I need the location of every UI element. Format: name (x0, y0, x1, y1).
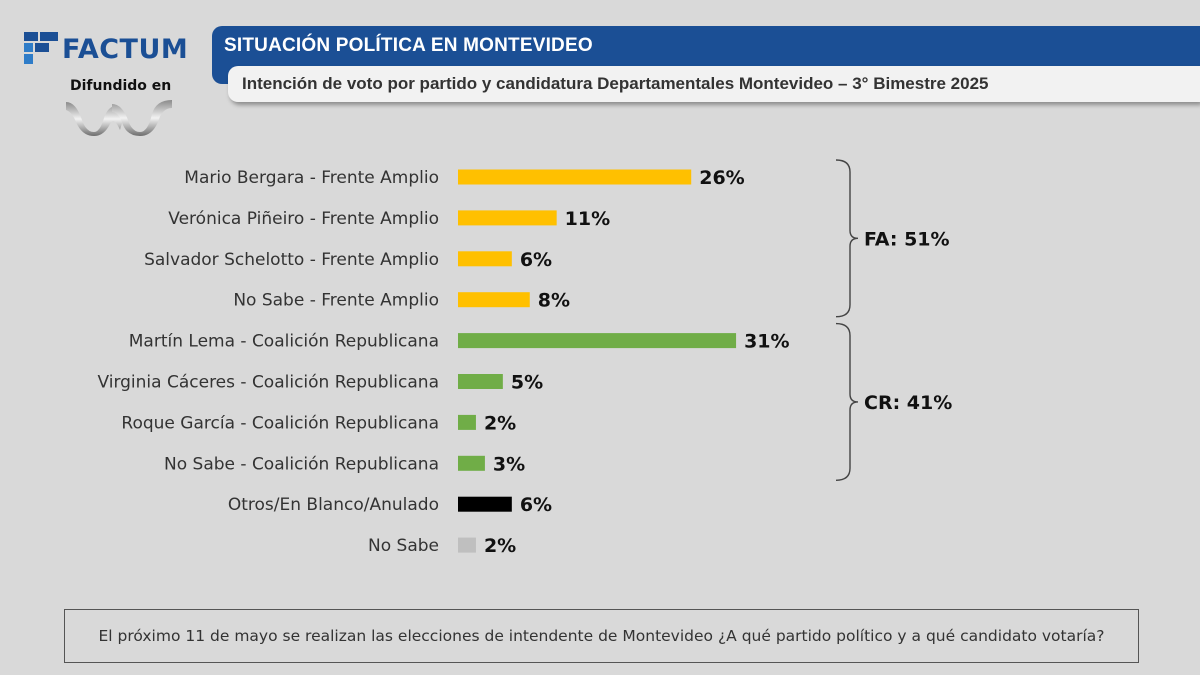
data-label: 6% (520, 249, 552, 271)
category-label: Otros/En Blanco/Anulado (228, 495, 439, 515)
data-label: 6% (520, 494, 552, 516)
category-label: Martín Lema - Coalición Republicana (129, 332, 439, 352)
page-title: SITUACIÓN POLÍTICA EN MONTEVIDEO (224, 35, 593, 56)
group-total-label: FA: 51% (864, 228, 950, 250)
data-label: 31% (744, 331, 789, 353)
data-label: 26% (699, 167, 744, 189)
brand-name: FACTUM (62, 34, 189, 65)
category-label: Verónica Piñeiro - Frente Amplio (168, 209, 439, 229)
group-total-label: CR: 41% (864, 392, 952, 414)
factum-mark-icon (24, 32, 58, 64)
category-label: No Sabe (368, 536, 439, 556)
bar (458, 292, 530, 308)
data-label: 11% (565, 208, 610, 230)
group-bracket (835, 159, 859, 318)
data-label: 5% (511, 372, 543, 394)
bar (458, 251, 512, 267)
bar (458, 414, 476, 430)
bar (458, 496, 512, 512)
bar (458, 455, 485, 471)
bar (458, 333, 737, 349)
disclaimer-label: Difundido en (70, 78, 172, 94)
data-label: 8% (538, 290, 570, 312)
factum-logo: FACTUM Difundido en (22, 30, 202, 140)
category-label: Virginia Cáceres - Coalición Republicana (97, 373, 439, 393)
bar (458, 210, 557, 226)
survey-question-box: El próximo 11 de mayo se realizan las el… (64, 609, 1139, 663)
bar-chart: Mario Bergara - Frente Amplio 26% Verónica… (97, 159, 952, 557)
category-label: Mario Bergara - Frente Amplio (184, 168, 439, 188)
survey-question: El próximo 11 de mayo se realizan las el… (98, 627, 1105, 645)
bar (458, 537, 476, 553)
category-label: Roque García - Coalición Republicana (121, 413, 439, 433)
broadcaster-wave-logo-icon (66, 100, 172, 136)
data-label: 2% (484, 412, 516, 434)
subtitle-bar: Intención de voto por partido y candidat… (228, 66, 1200, 102)
data-label: 2% (484, 535, 516, 557)
group-bracket (835, 322, 859, 481)
bar (458, 169, 692, 185)
page-subtitle: Intención de voto por partido y candidat… (242, 74, 989, 93)
category-label: No Sabe - Coalición Republicana (164, 454, 439, 474)
category-label: Salvador Schelotto - Frente Amplio (144, 250, 439, 270)
data-label: 3% (493, 453, 525, 475)
category-label: No Sabe - Frente Amplio (233, 291, 439, 311)
bar (458, 374, 503, 389)
